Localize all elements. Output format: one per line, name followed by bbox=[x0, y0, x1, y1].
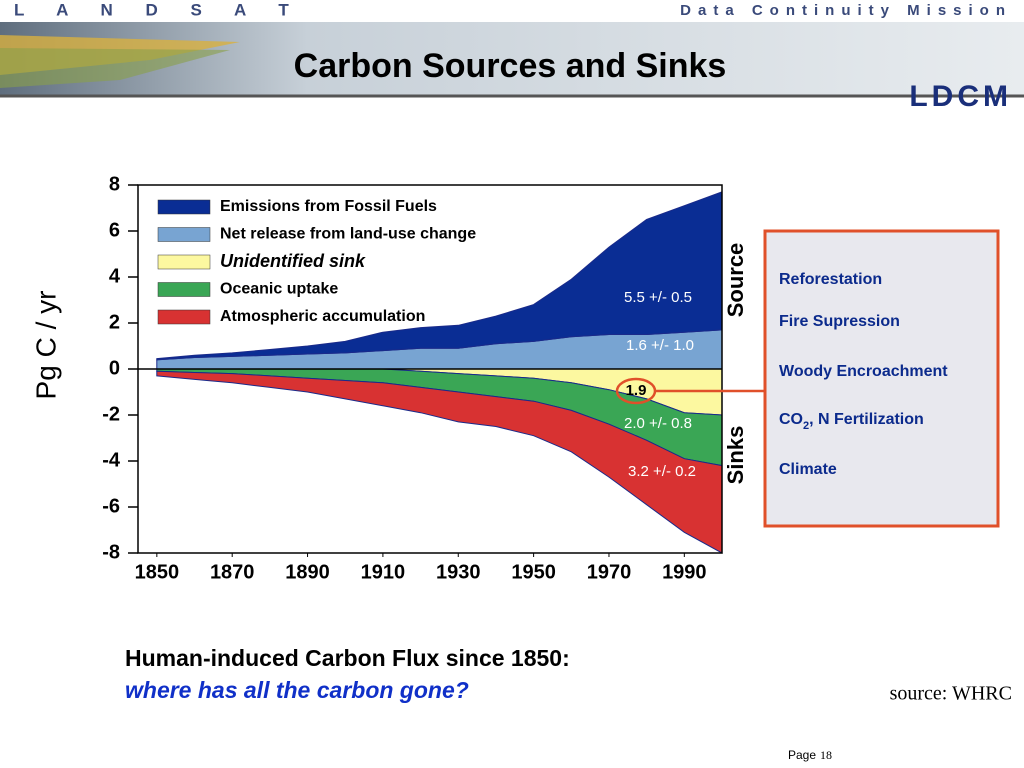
header-strip bbox=[0, 0, 1024, 22]
page-number: 18 bbox=[820, 748, 832, 762]
x-tick-label: 1870 bbox=[210, 561, 255, 583]
chart: 8 6 4 2 0 -2 -4 -6 -8 1850 1870 1890 1910 1930 1950 197… bbox=[30, 173, 765, 583]
side-label: Sinks bbox=[723, 426, 748, 485]
legend-label: Unidentified sink bbox=[220, 251, 366, 271]
x-tick-label: 1890 bbox=[285, 561, 330, 583]
annotation: 2.0 +/- 0.8 bbox=[624, 415, 692, 432]
slide-title: Carbon Sources and Sinks bbox=[294, 47, 727, 85]
y-tick-label: 4 bbox=[109, 265, 121, 287]
x-tick-label: 1950 bbox=[511, 561, 556, 583]
y-tick-label: -6 bbox=[102, 495, 120, 517]
caption-line: where has all the carbon gone? bbox=[125, 677, 469, 703]
source-note: source: WHRC bbox=[890, 683, 1012, 705]
sink-item-part: CO bbox=[779, 411, 803, 428]
x-tick-label: 1850 bbox=[135, 561, 180, 583]
legend-swatch bbox=[157, 199, 211, 215]
sink-item: Climate bbox=[779, 461, 837, 478]
legend-label: Oceanic uptake bbox=[220, 281, 338, 298]
sink-box bbox=[763, 229, 1000, 528]
annotation: 1.6 +/- 1.0 bbox=[626, 337, 694, 354]
sink-item: Fire Supression bbox=[779, 313, 900, 330]
y-tick-label: -2 bbox=[102, 403, 120, 425]
annotation: 3.2 +/- 0.2 bbox=[628, 463, 696, 480]
y-tick-label: 8 bbox=[109, 173, 120, 195]
sink-item: Woody Encroachment bbox=[779, 363, 948, 380]
annotation: 5.5 +/- 0.5 bbox=[624, 289, 692, 306]
y-tick-label: -8 bbox=[102, 541, 120, 563]
header-right: Data Continuity Mission bbox=[680, 2, 1012, 19]
sink-item-part: , N Fertilization bbox=[809, 411, 924, 428]
caption-line: Human-induced Carbon Flux since 1850: bbox=[125, 645, 570, 671]
legend-label: Emissions from Fossil Fuels bbox=[220, 198, 437, 215]
sink-item-part: 2 bbox=[803, 420, 809, 432]
y-axis-label: Pg C / yr bbox=[30, 291, 61, 400]
legend-swatch bbox=[157, 309, 211, 325]
sink-list: Reforestation Fire Supression Woody Encroa… bbox=[779, 271, 948, 478]
x-tick-label: 1990 bbox=[662, 561, 707, 583]
sink-item: CO2, N Fertilization bbox=[779, 411, 924, 432]
y-tick-label: 2 bbox=[109, 311, 120, 333]
x-tick-label: 1970 bbox=[587, 561, 632, 583]
side-label: Source bbox=[723, 243, 748, 318]
legend-swatch bbox=[157, 254, 211, 270]
banner-stripe bbox=[0, 48, 230, 88]
page-word: Page bbox=[788, 748, 816, 762]
x-tick-label: 1930 bbox=[436, 561, 481, 583]
sink-item: Reforestation bbox=[779, 271, 882, 288]
legend-label: Net release from land-use change bbox=[220, 226, 476, 243]
y-tick-label: 6 bbox=[109, 219, 120, 241]
legend-label: Atmospheric accumulation bbox=[220, 308, 425, 325]
annotation: 1.9 bbox=[626, 382, 647, 399]
legend-swatch bbox=[157, 282, 211, 297]
area bbox=[156, 191, 723, 361]
x-tick-label: 1910 bbox=[361, 561, 406, 583]
legend-swatch bbox=[157, 227, 211, 242]
y-tick-label: 0 bbox=[109, 357, 120, 379]
header-left: L A N D S A T bbox=[14, 0, 303, 19]
y-tick-label: -4 bbox=[102, 449, 121, 471]
logo: LDCM bbox=[909, 80, 1012, 113]
